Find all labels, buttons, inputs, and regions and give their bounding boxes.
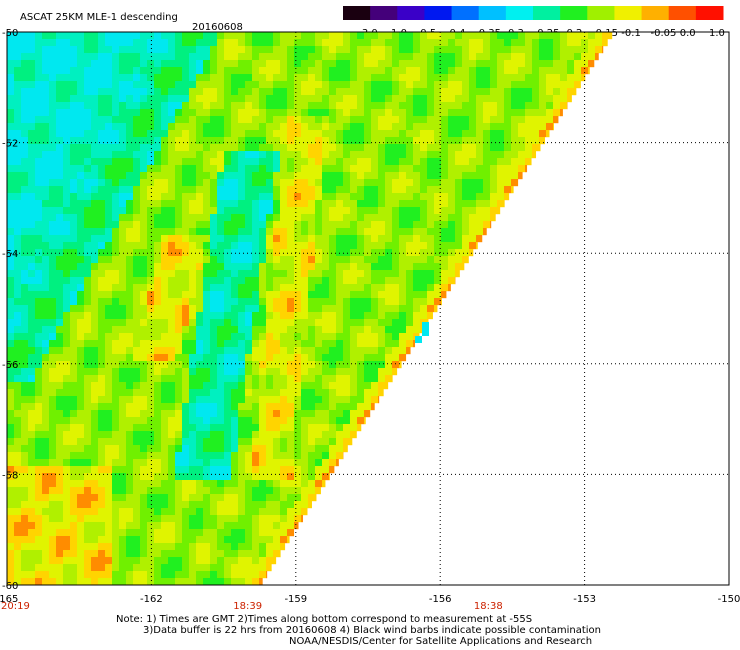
product-date: 20160608 xyxy=(192,22,243,33)
note-line-3: NOAA/NESDIS/Center for Satellite Applica… xyxy=(289,636,593,647)
colorbar-label: 1.0 xyxy=(709,28,725,39)
latitude-label: -50 xyxy=(2,28,18,39)
latitude-labels: -50 -52 -54 -56 -58 -60 xyxy=(2,28,18,592)
note-line-2: 3)Data buffer is 22 hrs from 20160608 4)… xyxy=(143,625,601,636)
time-labels: 20:19 18:39 18:38 xyxy=(1,601,503,612)
colorbar-swatch xyxy=(533,6,561,20)
colorbar-swatch xyxy=(614,6,643,20)
latitude-label: -54 xyxy=(2,249,18,260)
graticule xyxy=(7,32,729,585)
longitude-label: -156 xyxy=(429,594,452,605)
time-label: 20:19 xyxy=(1,601,30,612)
colorbar-label: -0.1 xyxy=(621,28,641,39)
colorbar-swatch xyxy=(641,6,670,20)
colorbar-swatch xyxy=(478,6,507,20)
time-label: 18:39 xyxy=(233,601,262,612)
map-frame xyxy=(6,31,730,586)
longitude-label: -153 xyxy=(573,594,596,605)
latitude-label: -56 xyxy=(2,360,18,371)
colorbar-swatch xyxy=(560,6,588,20)
latitude-label: -58 xyxy=(2,470,18,481)
longitude-label: -159 xyxy=(284,594,307,605)
footnotes: Note: 1) Times are GMT 2)Times along bot… xyxy=(0,614,740,647)
colorbar-swatch xyxy=(451,6,480,20)
colorbar-label: 0.0 xyxy=(680,28,696,39)
data-swath xyxy=(7,32,613,586)
colorbar-label: -0.05 xyxy=(651,28,677,39)
colorbar-swatch xyxy=(587,6,615,20)
colorbar-swatch xyxy=(370,6,398,20)
colorbar-swatch xyxy=(668,6,697,20)
colorbar-swatch xyxy=(397,6,425,20)
colorbar xyxy=(343,6,724,20)
latitude-label: -60 xyxy=(2,581,18,592)
longitude-label: -150 xyxy=(718,594,740,605)
colorbar-swatch xyxy=(343,6,371,20)
colorbar-swatch xyxy=(695,6,724,20)
product-title: ASCAT 25KM MLE-1 descending xyxy=(20,12,178,23)
note-line-1: Note: 1) Times are GMT 2)Times along bot… xyxy=(116,614,533,625)
colorbar-swatch xyxy=(424,6,453,20)
longitude-labels: -165 -162 -159 -156 -153 -150 xyxy=(0,594,740,605)
colorbar-swatch xyxy=(505,6,534,20)
time-label: 18:38 xyxy=(474,601,503,612)
longitude-label: -165 xyxy=(0,594,18,605)
longitude-label: -162 xyxy=(140,594,163,605)
latitude-label: -52 xyxy=(2,139,18,150)
